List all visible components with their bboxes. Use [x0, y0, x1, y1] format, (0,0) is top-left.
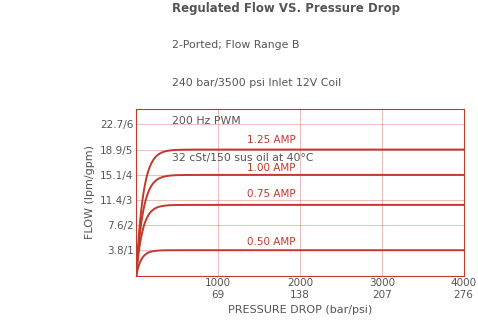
Text: 1.25 AMP: 1.25 AMP [247, 135, 295, 145]
Text: 240 bar/3500 psi Inlet 12V Coil: 240 bar/3500 psi Inlet 12V Coil [172, 78, 341, 87]
Text: 0.50 AMP: 0.50 AMP [247, 237, 295, 247]
Text: 200 Hz PWM: 200 Hz PWM [172, 115, 241, 125]
Y-axis label: FLOW (lpm/gpm): FLOW (lpm/gpm) [85, 145, 95, 239]
X-axis label: PRESSURE DROP (bar/psi): PRESSURE DROP (bar/psi) [228, 306, 372, 315]
Text: 32 cSt/150 sus oil at 40°C: 32 cSt/150 sus oil at 40°C [172, 153, 314, 163]
Text: 0.75 AMP: 0.75 AMP [247, 189, 295, 199]
Text: 1.00 AMP: 1.00 AMP [247, 163, 295, 173]
Text: Regulated Flow VS. Pressure Drop: Regulated Flow VS. Pressure Drop [172, 2, 400, 15]
Text: 2-Ported; Flow Range B: 2-Ported; Flow Range B [172, 40, 299, 50]
